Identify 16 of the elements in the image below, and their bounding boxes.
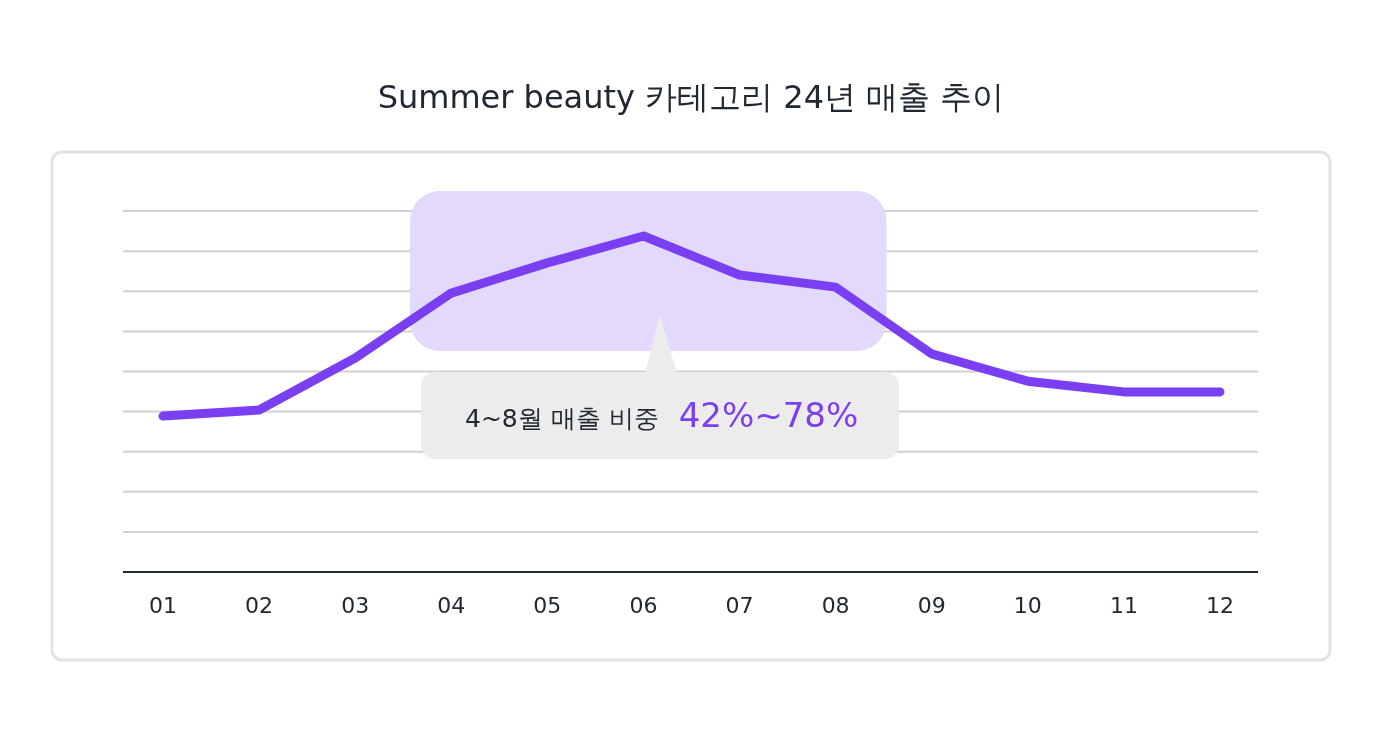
x-tick-label: 12: [1206, 593, 1234, 618]
x-tick-label: 11: [1109, 593, 1138, 618]
x-tick-label: 07: [725, 593, 754, 618]
annotation: 4~8월 매출 비중: [465, 404, 659, 433]
x-tick-label: 01: [149, 593, 177, 618]
x-tick-label: 08: [821, 593, 850, 618]
x-tick-label: 05: [533, 593, 562, 618]
x-tick-label: 09: [917, 593, 946, 618]
title: Summer beauty 카테고리 24년 매출 추이: [377, 78, 1005, 116]
callout: 4~8월 매출 비중 42%~78%: [421, 314, 899, 459]
x-tick-label: 06: [629, 593, 658, 618]
x-tick-label: 02: [245, 593, 274, 618]
x-tick-label: 10: [1013, 593, 1042, 618]
x-tick-label: 04: [437, 593, 466, 618]
x-tick-label: 03: [341, 593, 370, 618]
annotation: 42%~78%: [678, 395, 859, 435]
